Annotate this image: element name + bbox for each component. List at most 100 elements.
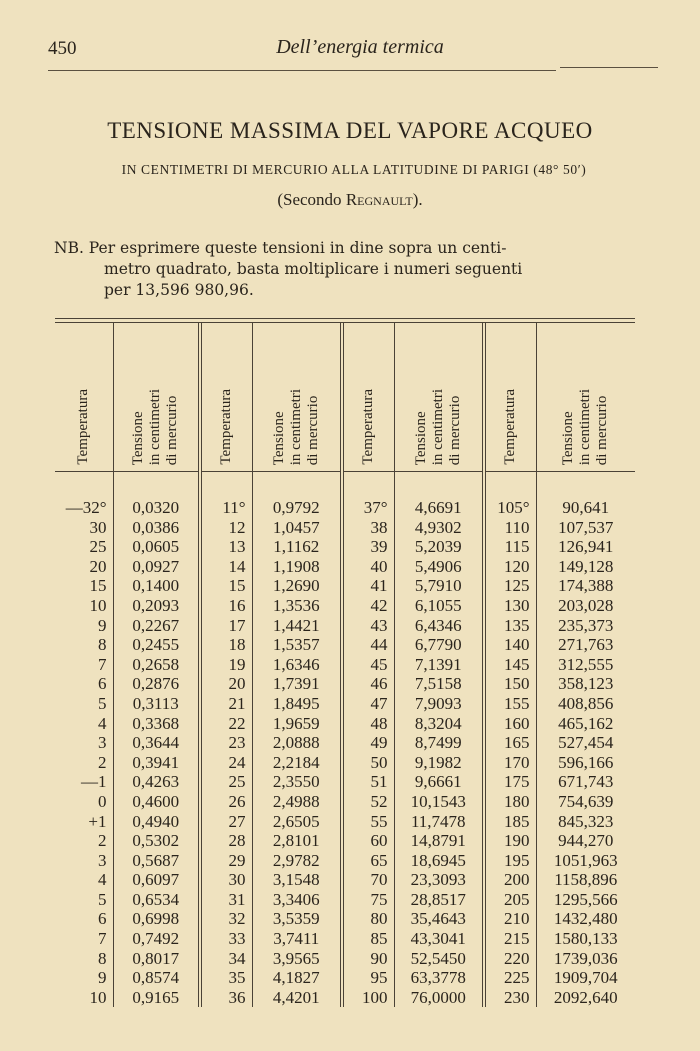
- temperature-cell: 15: [89, 576, 107, 596]
- table-row: 10 0,2093 16 1,3536 42 6,1055 130 203,028: [55, 595, 635, 616]
- column-header-label: Tensione in centimetri di mercurio: [412, 388, 463, 465]
- tension-cell: 1,4421: [251, 615, 342, 636]
- table-row: —32° 0,0320 11° 0,9792 37° 4,6691 105° 90,641: [55, 471, 635, 518]
- temperature-cell: 190: [482, 831, 536, 851]
- tension-cell: 0,6998: [112, 909, 200, 930]
- tension-cell: 9,6661: [393, 772, 484, 792]
- tension-cell: 5,4906: [393, 556, 484, 577]
- tension-cell: 0,2876: [112, 674, 200, 694]
- tension-cell: 4,6691: [393, 471, 484, 518]
- tension-cell: 1,9659: [251, 713, 342, 734]
- tension-cell: 2,2184: [251, 752, 342, 773]
- tension-cell: 35,4643: [393, 909, 484, 930]
- tension-cell: 0,0320: [112, 471, 200, 518]
- column-header-label: Tensione in centimetri di mercurio: [130, 388, 181, 465]
- temperature-cell: 80: [340, 909, 394, 930]
- table-row: 10 0,9165 36 4,4201 100 76,0000 230 2092,640: [55, 987, 635, 1008]
- tension-cell: 0,2455: [112, 635, 200, 655]
- temperature-cell: 100: [340, 987, 394, 1008]
- tension-cell: 7,5158: [393, 674, 484, 694]
- column-header-label: Temperatura: [502, 389, 519, 465]
- temperature-cell: 50: [340, 752, 394, 773]
- tension-cell: 8,3204: [393, 713, 484, 734]
- tension-cell: 754,639: [535, 791, 635, 812]
- temperature-cell: —32°: [65, 498, 107, 517]
- temperature-cell: 49: [340, 733, 394, 753]
- temperature-cell: 2: [98, 831, 107, 851]
- column-header-temp: Temperatura: [482, 323, 536, 472]
- tension-cell: 2,3550: [251, 772, 342, 792]
- tension-cell: 107,537: [535, 517, 635, 538]
- temperature-cell: 32: [198, 909, 252, 930]
- table-row: +1 0,4940 27 2,6505 55 11,7478 185 845,323: [55, 811, 635, 832]
- tension-cell: 0,2093: [112, 595, 200, 616]
- tension-cell: 0,7492: [112, 929, 200, 949]
- tension-cell: 4,1827: [251, 968, 342, 988]
- temperature-cell: 220: [482, 948, 536, 969]
- tension-cell: 0,1400: [112, 576, 200, 596]
- tension-cell: 1051,963: [535, 850, 635, 871]
- temperature-cell: 35: [198, 968, 252, 988]
- temperature-cell: 45: [340, 654, 394, 675]
- temperature-cell: +1: [88, 811, 107, 831]
- temperature-cell: 26: [198, 791, 252, 812]
- tension-cell: 5,7910: [393, 576, 484, 596]
- temperature-cell: 65: [340, 850, 394, 871]
- temperature-cell: 6: [98, 674, 107, 694]
- temperature-cell: 195: [482, 850, 536, 871]
- temperature-cell: 125: [482, 576, 536, 596]
- tension-cell: 2092,640: [535, 987, 635, 1008]
- temperature-cell: 15: [198, 576, 252, 596]
- tension-cell: 52,5450: [393, 948, 484, 969]
- tension-cell: 0,6534: [112, 889, 200, 910]
- temperature-cell: 140: [482, 635, 536, 655]
- tension-cell: 5,2039: [393, 537, 484, 557]
- tension-cell: 527,454: [535, 733, 635, 753]
- temperature-cell: 38: [340, 517, 394, 538]
- temperature-cell: 48: [340, 713, 394, 734]
- temperature-cell: 12: [198, 517, 252, 538]
- table-row: 5 0,3113 21 1,8495 47 7,9093 155 408,856: [55, 693, 635, 714]
- tension-cell: 0,8017: [112, 948, 200, 969]
- tension-cell: 1739,036: [535, 948, 635, 969]
- column-header-label: Temperatura: [218, 389, 235, 465]
- tension-cell: 0,0927: [112, 556, 200, 577]
- temperature-cell: 160: [482, 713, 536, 734]
- page-number: 450: [48, 38, 77, 59]
- tension-cell: 0,3941: [112, 752, 200, 773]
- temperature-cell: 14: [198, 556, 252, 577]
- temperature-cell: 51: [340, 772, 394, 792]
- tension-cell: 0,2658: [112, 654, 200, 675]
- table-row: 0 0,4600 26 2,4988 52 10,1543 180 754,639: [55, 791, 635, 812]
- tension-cell: 14,8791: [393, 831, 484, 851]
- tension-cell: 1,2690: [251, 576, 342, 596]
- temperature-cell: 215: [482, 929, 536, 949]
- temperature-cell: 9: [98, 615, 107, 635]
- tension-cell: 1,1162: [251, 537, 342, 557]
- temperature-cell: 43: [340, 615, 394, 636]
- tension-cell: 2,0888: [251, 733, 342, 753]
- temperature-cell: 165: [482, 733, 536, 753]
- tension-cell: 8,7499: [393, 733, 484, 753]
- table-row: 8 0,2455 18 1,5357 44 6,7790 140 271,763: [55, 635, 635, 655]
- temperature-cell: 95: [340, 968, 394, 988]
- temperature-cell: 3: [98, 850, 107, 870]
- table-row: 3 0,3644 23 2,0888 49 8,7499 165 527,454: [55, 733, 635, 753]
- tension-cell: 23,3093: [393, 870, 484, 890]
- temperature-cell: 40: [340, 556, 394, 577]
- temperature-cell: 70: [340, 870, 394, 890]
- temperature-cell: 17: [198, 615, 252, 636]
- tension-cell: 0,9792: [251, 471, 342, 518]
- temperature-cell: 16: [198, 595, 252, 616]
- table-row: 2 0,5302 28 2,8101 60 14,8791 190 944,270: [55, 831, 635, 851]
- tension-cell: 465,162: [535, 713, 635, 734]
- temperature-cell: 20: [89, 556, 107, 576]
- tension-cell: 408,856: [535, 693, 635, 714]
- tension-cell: 0,3113: [112, 693, 200, 714]
- tension-cell: 1580,133: [535, 929, 635, 949]
- temperature-cell: 46: [340, 674, 394, 694]
- temperature-cell: 150: [482, 674, 536, 694]
- tension-cell: 0,5302: [112, 831, 200, 851]
- temperature-cell: 41: [340, 576, 394, 596]
- temperature-cell: 90: [340, 948, 394, 969]
